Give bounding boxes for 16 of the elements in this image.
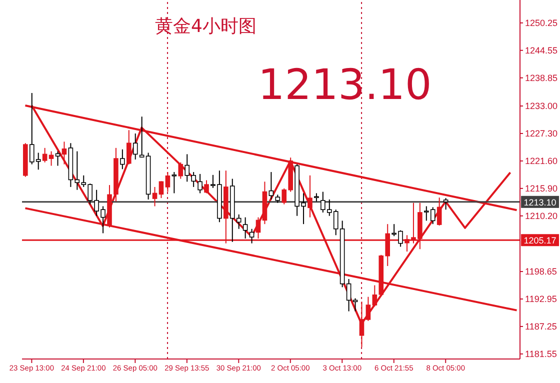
y-tick-label: 1192.95	[525, 294, 557, 304]
y-tick-label: 1221.60	[525, 156, 558, 166]
y-tick-label: 1187.25	[525, 322, 557, 332]
y-tick-label: 1244.55	[525, 46, 558, 56]
y-tick-label: 1215.90	[525, 184, 558, 194]
text: 黄金4小时图	[155, 15, 256, 38]
y-tick-label: 1181.55	[525, 349, 557, 360]
y-tick-label: 1227.30	[525, 128, 558, 139]
y-tick-label: 1198.65	[525, 266, 557, 277]
y-tick-label: 1233.00	[525, 101, 558, 112]
annotation: 1213.10	[258, 60, 432, 109]
ref-line-label: 1213.10	[524, 197, 556, 208]
ref-line-label: 1205.17	[524, 236, 556, 246]
y-tick-label: 1210.20	[525, 211, 558, 222]
y-tick-label: 1238.85	[525, 73, 558, 84]
y-tick-label: 1250.25	[525, 18, 558, 28]
